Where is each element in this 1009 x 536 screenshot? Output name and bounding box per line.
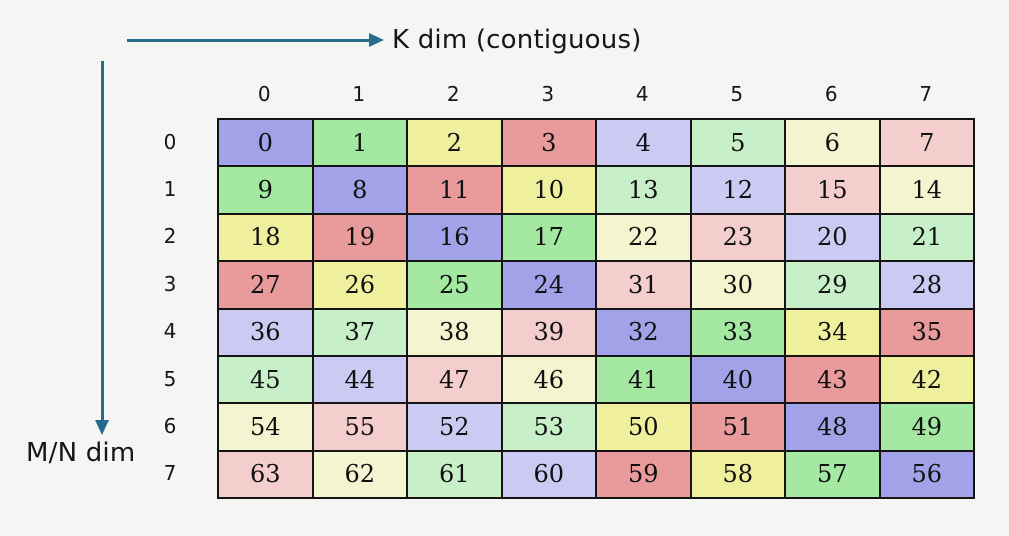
- matrix-cell-r7c2: 61: [407, 450, 502, 498]
- matrix-cell-r5c5: 40: [690, 355, 785, 404]
- matrix-cell-r4c5: 33: [690, 308, 785, 356]
- matrix-cell-r7c7: 56: [879, 450, 974, 498]
- matrix-cell-r6c0: 54: [218, 403, 313, 451]
- matrix-cell-r1c1: 8: [312, 166, 407, 214]
- matrix-cell-r6c5: 51: [690, 403, 785, 451]
- matrix-cell-r7c6: 57: [785, 450, 880, 498]
- matrix-cell-r2c3: 17: [501, 213, 596, 262]
- matrix-cell-r1c7: 14: [879, 166, 974, 214]
- matrix-cell-r4c2: 38: [407, 308, 502, 356]
- row-headers: 0 1 2 3 4 5 6 7: [153, 118, 187, 497]
- matrix-cell-r4c6: 34: [785, 308, 880, 356]
- matrix-cell-r0c0: 0: [218, 119, 313, 167]
- matrix-cell-r2c5: 23: [690, 213, 785, 262]
- mn-dim-arrow-head-icon: [95, 420, 109, 435]
- matrix-cell-r3c0: 27: [218, 261, 313, 309]
- matrix-cell-r6c1: 55: [312, 403, 407, 451]
- matrix-cell-r6c3: 53: [501, 403, 596, 451]
- k-dim-arrow-line: [127, 39, 371, 42]
- row-header-6: 6: [163, 413, 177, 438]
- matrix-cell-r6c6: 48: [785, 403, 880, 451]
- row-header-3: 3: [163, 271, 177, 296]
- k-dim-arrow-head-icon: [369, 33, 384, 47]
- column-headers: 0 1 2 3 4 5 6 7: [217, 80, 973, 108]
- column-header-0: 0: [257, 82, 271, 106]
- matrix-cell-r0c1: 1: [312, 119, 407, 167]
- matrix-cell-r5c1: 44: [312, 355, 407, 404]
- matrix-cell-r1c4: 13: [596, 166, 691, 214]
- matrix-cell-r4c0: 36: [218, 308, 313, 356]
- row-header-5: 5: [163, 366, 177, 391]
- row-header-4: 4: [163, 319, 177, 344]
- matrix-cell-r4c4: 32: [596, 308, 691, 356]
- matrix-cell-r5c6: 43: [785, 355, 880, 404]
- row-header-7: 7: [163, 461, 177, 486]
- matrix-cell-r5c7: 42: [879, 355, 974, 404]
- matrix-cell-r7c5: 58: [690, 450, 785, 498]
- matrix-cell-r3c4: 31: [596, 261, 691, 309]
- matrix-cell-r5c3: 46: [501, 355, 596, 404]
- matrix-cell-r4c7: 35: [879, 308, 974, 356]
- row-header-1: 1: [163, 177, 177, 202]
- matrix-cell-r0c6: 6: [785, 119, 880, 167]
- matrix-cell-r3c1: 26: [312, 261, 407, 309]
- matrix-cell-r5c0: 45: [218, 355, 313, 404]
- matrix-cell-r3c7: 28: [879, 261, 974, 309]
- matrix-cell-r6c7: 49: [879, 403, 974, 451]
- matrix-cell-r0c5: 5: [690, 119, 785, 167]
- column-header-1: 1: [352, 82, 366, 106]
- column-header-6: 6: [824, 82, 838, 106]
- matrix-cell-r0c3: 3: [501, 119, 596, 167]
- matrix-cell-r3c3: 24: [501, 261, 596, 309]
- matrix-cell-r7c4: 59: [596, 450, 691, 498]
- matrix-cell-r2c2: 16: [407, 213, 502, 262]
- matrix-cell-r6c4: 50: [596, 403, 691, 451]
- matrix-cell-r5c2: 47: [407, 355, 502, 404]
- matrix-cell-r1c5: 12: [690, 166, 785, 214]
- matrix-cell-r2c6: 20: [785, 213, 880, 262]
- k-dim-axis-label: K dim (contiguous): [392, 25, 642, 55]
- mn-dim-arrow-line: [101, 61, 104, 421]
- matrix-cell-r0c2: 2: [407, 119, 502, 167]
- matrix-cell-r6c2: 52: [407, 403, 502, 451]
- matrix-cell-r3c6: 29: [785, 261, 880, 309]
- matrix-cell-r0c7: 7: [879, 119, 974, 167]
- matrix-cell-r5c4: 41: [596, 355, 691, 404]
- matrix-cell-r2c1: 19: [312, 213, 407, 262]
- matrix-grid: 0 1 2 3 4 5 6 7 9 8 11 10 13 12 15 14 18 19 16 17 22 23 20 21 27…: [217, 118, 975, 499]
- matrix-cell-r7c3: 60: [501, 450, 596, 498]
- matrix-cell-r7c1: 62: [312, 450, 407, 498]
- row-header-0: 0: [163, 129, 177, 154]
- matrix-cell-r1c0: 9: [218, 166, 313, 214]
- row-header-2: 2: [163, 224, 177, 249]
- matrix-cell-r3c2: 25: [407, 261, 502, 309]
- mn-dim-axis-label: M/N dim: [26, 438, 136, 468]
- column-header-5: 5: [730, 82, 744, 106]
- matrix-cell-r1c6: 15: [785, 166, 880, 214]
- column-header-7: 7: [919, 82, 933, 106]
- matrix-cell-r2c0: 18: [218, 213, 313, 262]
- matrix-cell-r1c2: 11: [407, 166, 502, 214]
- matrix-cell-r2c4: 22: [596, 213, 691, 262]
- matrix-cell-r1c3: 10: [501, 166, 596, 214]
- column-header-3: 3: [541, 82, 555, 106]
- column-header-2: 2: [446, 82, 460, 106]
- column-header-4: 4: [635, 82, 649, 106]
- matrix-cell-r2c7: 21: [879, 213, 974, 262]
- matrix-cell-r4c1: 37: [312, 308, 407, 356]
- matrix-cell-r0c4: 4: [596, 119, 691, 167]
- matrix-cell-r7c0: 63: [218, 450, 313, 498]
- matrix-cell-r3c5: 30: [690, 261, 785, 309]
- matrix-cell-r4c3: 39: [501, 308, 596, 356]
